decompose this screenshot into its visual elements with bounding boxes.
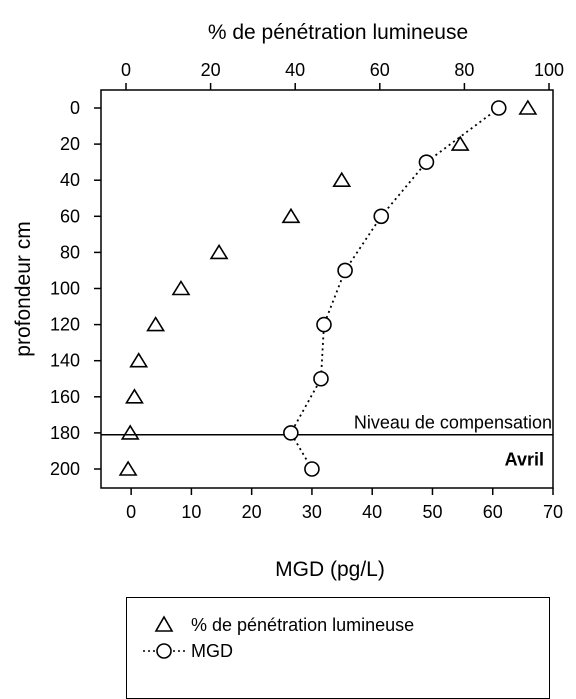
y-tick-label: 60: [60, 206, 80, 226]
axis-ticks: 0 10 20 30 40 50 60 70 0 20 40 60 80 100 0 20 40 60 80 100 1…: [50, 60, 564, 522]
light-penetration-point: [281, 207, 301, 224]
x-tick-label-top: 20: [201, 60, 221, 80]
light-penetration-point: [129, 352, 149, 368]
light-penetration-point: [146, 316, 166, 332]
x-tick-label-top: 60: [370, 60, 390, 80]
light-penetration-point: [209, 243, 229, 260]
x-tick-label-top: 40: [285, 60, 305, 80]
light-penetration-point: [125, 388, 144, 404]
x-tick-label-bottom: 40: [362, 502, 382, 522]
legend-label-light: % de pénétration lumineuse: [191, 614, 415, 635]
y-axis-title: profondeur cm: [12, 221, 35, 356]
y-tick-label: 40: [60, 170, 80, 190]
compensation-level-label: Niveau de compensation: [354, 413, 552, 433]
mgd-point: [283, 425, 299, 441]
bottom-axis-title: MGD (pg/L): [275, 558, 385, 581]
triangle-marker-icon: [154, 615, 174, 632]
series-layer: [118, 99, 538, 477]
legend: % de pénétration lumineuse MGD: [126, 597, 550, 699]
mgd-point: [337, 262, 353, 279]
x-tick-label-bottom: 70: [543, 502, 563, 522]
mgd-point: [304, 461, 320, 477]
mgd-point: [490, 100, 507, 116]
dotted-circle-marker-icon: [143, 643, 185, 659]
mgd-point: [418, 154, 435, 170]
mgd-point: [316, 316, 332, 333]
y-tick-label: 120: [50, 315, 80, 335]
y-tick-label: 80: [60, 242, 80, 262]
y-tick-label: 140: [50, 351, 80, 371]
mgd-point: [373, 208, 390, 225]
x-tick-label-bottom: 0: [126, 502, 136, 522]
month-annotation: Avril: [505, 450, 544, 470]
x-tick-label-top: 100: [534, 60, 564, 80]
chart-canvas: 0 10 20 30 40 50 60 70 0 20 40 60 80 100 0 20 40 60 80 100 1…: [12, 21, 564, 581]
y-tick-label: 180: [50, 423, 80, 443]
x-tick-label-bottom: 20: [242, 502, 262, 522]
light-penetration-point: [332, 171, 352, 187]
x-tick-label-bottom: 60: [483, 502, 503, 522]
x-tick-label-bottom: 30: [302, 502, 322, 522]
light-penetration-point: [118, 460, 138, 476]
x-tick-label-top: 80: [454, 60, 474, 80]
light-penetration-point: [120, 424, 140, 440]
y-tick-label: 200: [50, 459, 80, 479]
mgd-point: [313, 370, 329, 387]
light-penetration-point: [171, 279, 191, 296]
y-tick-label: 160: [50, 387, 80, 407]
x-tick-label-top: 0: [121, 60, 131, 80]
light-penetration-point: [450, 135, 470, 151]
legend-label-mgd: MGD: [191, 640, 233, 661]
y-tick-label: 0: [70, 98, 80, 118]
light-penetration-point: [518, 99, 538, 115]
y-tick-label: 20: [60, 134, 80, 154]
y-tick-label: 100: [50, 279, 80, 299]
top-axis-title: % de pénétration lumineuse: [208, 21, 468, 44]
x-tick-label-bottom: 10: [181, 502, 201, 522]
x-tick-label-bottom: 50: [422, 502, 442, 522]
